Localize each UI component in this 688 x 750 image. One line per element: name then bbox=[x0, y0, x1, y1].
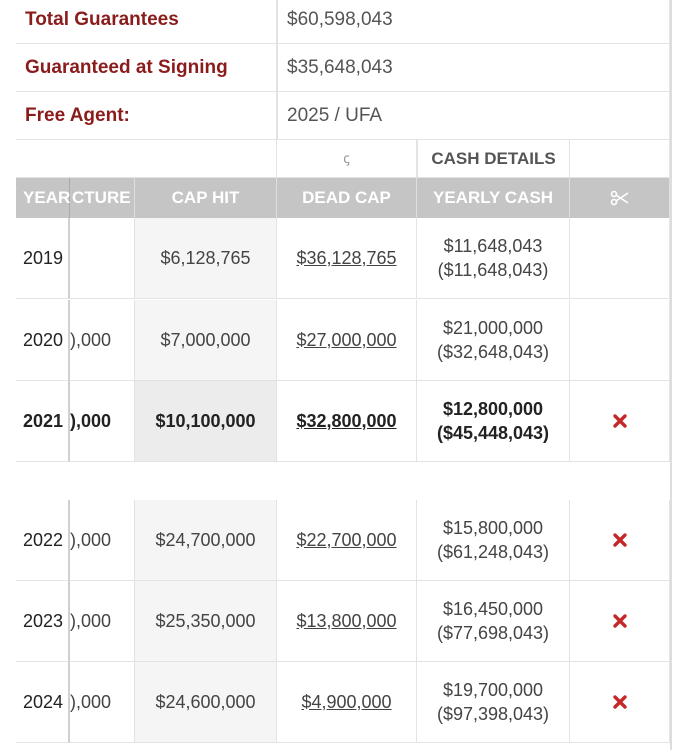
cash-cell: $21,000,000 ($32,648,043) bbox=[417, 300, 570, 381]
yearly-cash: $12,800,000 bbox=[442, 399, 544, 419]
cumulative-cash: ($77,698,043) bbox=[436, 623, 550, 643]
cash-cell: $11,648,043 ($11,648,043) bbox=[417, 218, 570, 299]
group-header: ꞔ bbox=[277, 140, 417, 178]
info-value: $60,598,043 bbox=[277, 0, 670, 44]
info-value: 2025 / UFA bbox=[277, 92, 670, 140]
action-cell bbox=[570, 500, 670, 581]
structure-cell: ),000 bbox=[70, 500, 135, 581]
column-header: YEAR bbox=[16, 178, 70, 218]
dead-cap-cell: $32,800,000 bbox=[277, 381, 417, 462]
cumulative-cash: ($11,648,043) bbox=[437, 260, 549, 280]
cap-hit-cell: $7,000,000 bbox=[135, 300, 277, 381]
cumulative-cash: ($32,648,043) bbox=[436, 342, 550, 362]
structure-cell: ),000 bbox=[70, 581, 135, 662]
scroll-edge bbox=[670, 0, 672, 750]
yearly-cash: $11,648,043 bbox=[443, 236, 543, 256]
yearly-cash: $21,000,000 bbox=[442, 318, 544, 338]
cap-hit-cell: $24,600,000 bbox=[135, 662, 277, 743]
action-cell bbox=[570, 662, 670, 743]
dead-cap-cell: $36,128,765 bbox=[277, 218, 417, 299]
action-cell bbox=[570, 300, 670, 381]
dead-cap-cell: $27,000,000 bbox=[277, 300, 417, 381]
action-cell bbox=[570, 218, 670, 299]
year-cell: 2023 bbox=[16, 581, 70, 662]
year-cell: 2020 bbox=[16, 300, 70, 381]
action-cell bbox=[570, 581, 670, 662]
cash-cell: $12,800,000 ($45,448,043) bbox=[417, 381, 570, 462]
cap-hit-cell: $25,350,000 bbox=[135, 581, 277, 662]
group-cell bbox=[570, 140, 670, 178]
scissors-icon bbox=[610, 190, 628, 206]
info-label: Free Agent: bbox=[16, 92, 277, 140]
structure-cell bbox=[70, 218, 135, 299]
cap-hit-cell: $6,128,765 bbox=[135, 218, 277, 299]
remove-icon[interactable] bbox=[612, 532, 628, 548]
structure-cell: ),000 bbox=[70, 662, 135, 743]
year-cell: 2024 bbox=[16, 662, 70, 743]
group-cell bbox=[16, 140, 277, 178]
cash-cell: $15,800,000 ($61,248,043) bbox=[417, 500, 570, 581]
yearly-cash: $16,450,000 bbox=[442, 599, 544, 619]
column-header bbox=[570, 178, 670, 218]
info-label: Guaranteed at Signing bbox=[16, 44, 277, 92]
cumulative-cash: ($45,448,043) bbox=[436, 423, 550, 443]
cumulative-cash: ($97,398,043) bbox=[436, 704, 550, 724]
cumulative-cash: ($61,248,043) bbox=[436, 542, 550, 562]
action-cell bbox=[570, 381, 670, 462]
cap-hit-cell: $24,700,000 bbox=[135, 500, 277, 581]
cash-cell: $16,450,000 ($77,698,043) bbox=[417, 581, 570, 662]
structure-cell: ),000 bbox=[70, 300, 135, 381]
structure-cell: ),000 bbox=[70, 381, 135, 462]
year-cell: 2019 bbox=[16, 218, 70, 299]
cap-hit-cell: $10,100,000 bbox=[135, 381, 277, 462]
info-label: Total Guarantees bbox=[16, 0, 277, 44]
column-header: YEARLY CASH bbox=[417, 178, 570, 218]
column-header: DEAD CAP bbox=[277, 178, 417, 218]
cash-cell: $19,700,000 ($97,398,043) bbox=[417, 662, 570, 743]
remove-icon[interactable] bbox=[612, 613, 628, 629]
dead-cap-cell: $22,700,000 bbox=[277, 500, 417, 581]
info-value: $35,648,043 bbox=[277, 44, 670, 92]
remove-icon[interactable] bbox=[612, 694, 628, 710]
column-header: CAP HIT bbox=[135, 178, 277, 218]
yearly-cash: $15,800,000 bbox=[442, 518, 544, 538]
dead-cap-cell: $4,900,000 bbox=[277, 662, 417, 743]
remove-icon[interactable] bbox=[612, 413, 628, 429]
year-cell: 2022 bbox=[16, 500, 70, 581]
dead-cap-cell: $13,800,000 bbox=[277, 581, 417, 662]
group-header: CASH DETAILS bbox=[417, 140, 570, 178]
year-cell: 2021 bbox=[16, 381, 70, 462]
column-header: CTURE bbox=[70, 178, 135, 218]
yearly-cash: $19,700,000 bbox=[442, 680, 544, 700]
